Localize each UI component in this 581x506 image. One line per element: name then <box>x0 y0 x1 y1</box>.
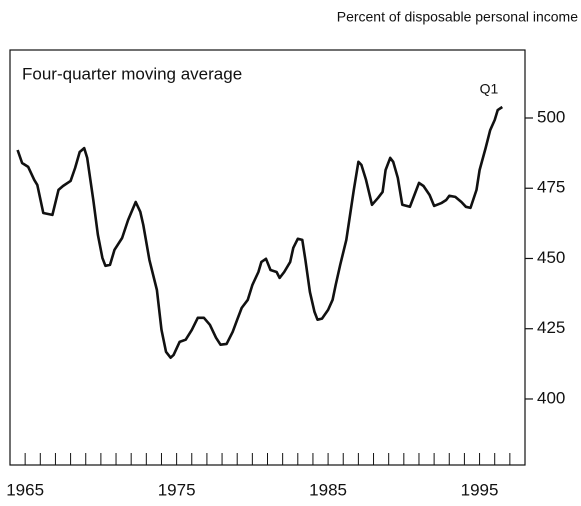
data-line <box>16 105 504 359</box>
annotation: Q1 <box>480 81 499 97</box>
x-tick-label: 1975 <box>158 480 196 499</box>
chart-title: Four-quarter moving average <box>22 64 242 83</box>
y-tick-label: 500 <box>537 107 565 126</box>
x-tick-label: 1965 <box>6 480 44 499</box>
plot-frame <box>9 49 526 466</box>
y-tick-label: 400 <box>537 388 565 407</box>
y-axis-label: Percent of disposable personal income <box>337 9 578 25</box>
x-tick-label: 1985 <box>309 480 347 499</box>
y-tick-label: 425 <box>537 318 565 337</box>
x-tick-label: 1995 <box>461 480 499 499</box>
y-tick-label: 450 <box>537 248 565 267</box>
y-tick-label: 475 <box>537 178 565 197</box>
